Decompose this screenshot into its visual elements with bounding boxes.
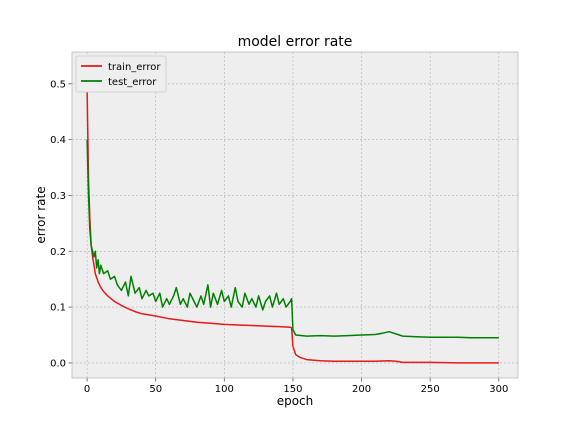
y-tick-label: 0.1 [50,303,66,314]
x-tick-label: 300 [489,384,508,395]
legend-label-train-error: train_error [108,62,161,73]
x-axis-label: epoch [277,394,314,408]
series-layer [86,89,499,364]
chart-title: model error rate [238,34,353,50]
legend-box [75,55,167,93]
x-tick-label: 100 [215,384,234,395]
y-tick-label: 0.3 [50,191,66,202]
x-tick-label: 250 [421,384,440,395]
legend: train_error test_error [75,55,167,93]
legend-label-test-error: test_error [108,77,157,88]
plot-area [72,52,518,378]
x-ticks: 0 50 100 150 200 250 300 [84,378,508,395]
y-tick-label: 0.4 [50,135,66,146]
series-line-test-error [86,139,499,339]
x-tick-label: 150 [283,384,302,395]
y-tick-label: 0.5 [50,79,66,90]
x-tick-label: 0 [84,384,90,395]
y-tick-label: 0.2 [50,247,66,258]
series-line-train-error [86,89,499,364]
x-tick-label: 50 [149,384,162,395]
y-ticks: 0.0 0.1 0.2 0.3 0.4 0.5 [50,79,72,369]
x-tick-label: 200 [352,384,371,395]
y-tick-label: 0.0 [50,358,66,369]
y-axis-label: error rate [34,186,48,243]
plot-frame [71,51,519,379]
